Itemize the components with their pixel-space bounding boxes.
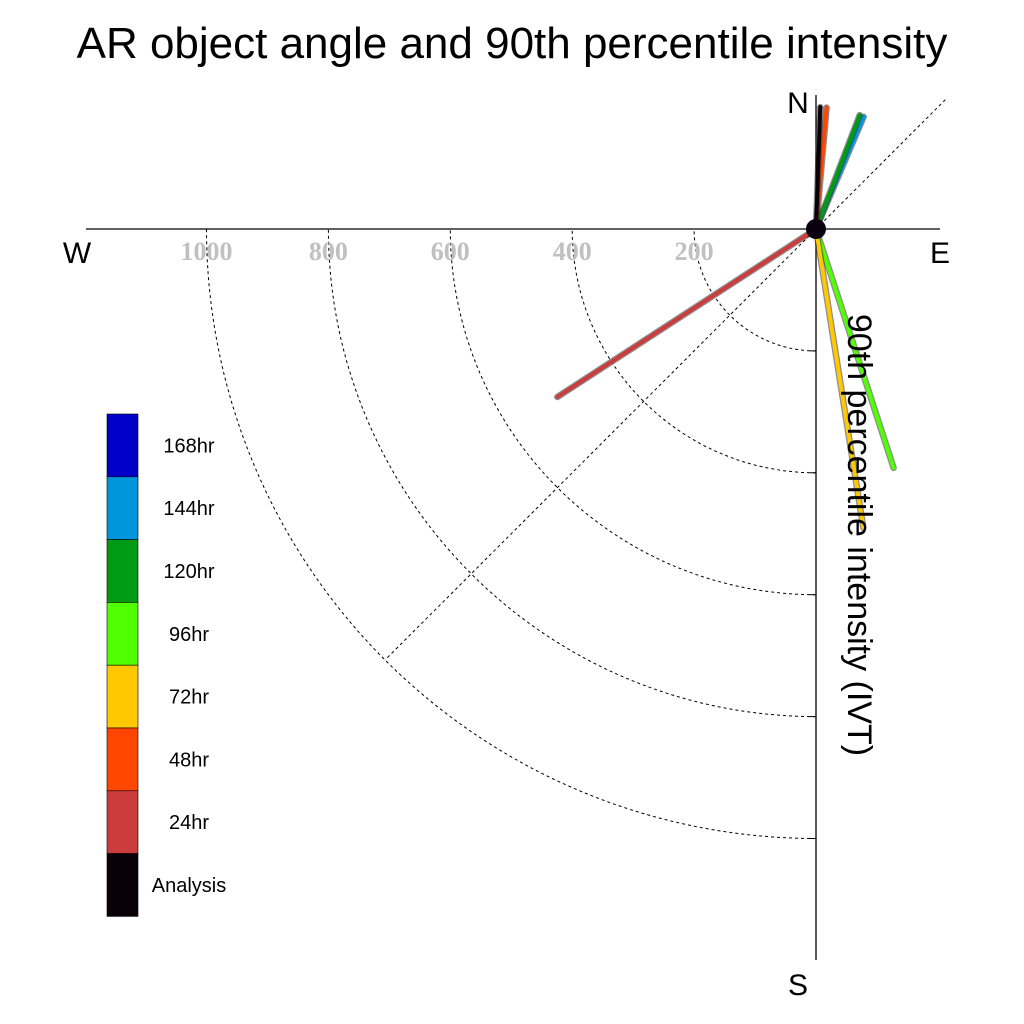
legend-label: 72hr bbox=[169, 687, 209, 709]
vector-72hr bbox=[814, 227, 866, 530]
chart-title: AR object angle and 90th percentile inte… bbox=[77, 19, 948, 68]
grid-ring bbox=[571, 228, 817, 474]
legend-swatch bbox=[106, 539, 139, 603]
origin-marker bbox=[806, 219, 826, 239]
legend-swatch bbox=[106, 476, 139, 540]
axis-label: 90th percentile intensity (IVT) bbox=[840, 314, 878, 756]
legend-swatch bbox=[106, 790, 139, 854]
legend-label: 48hr bbox=[169, 749, 209, 771]
vector-120hr bbox=[814, 113, 862, 231]
radial-tick-label: 400 bbox=[553, 237, 592, 266]
vector-96hr bbox=[814, 227, 896, 470]
radial-tick-label: 200 bbox=[675, 237, 714, 266]
legend-label: 144hr bbox=[163, 498, 214, 520]
legend-swatch bbox=[106, 602, 139, 666]
radial-tick-label: 600 bbox=[431, 237, 470, 266]
direction-north-label: N bbox=[787, 87, 809, 120]
grid-ring bbox=[449, 228, 817, 596]
radial-tick-labels: 200 400 600 1000 800 bbox=[181, 237, 714, 266]
radial-tick-label: 800 bbox=[309, 237, 348, 266]
direction-west-label: W bbox=[63, 237, 92, 270]
legend-label: 120hr bbox=[163, 561, 214, 583]
legend-label: 168hr bbox=[163, 435, 214, 457]
legend-label: 96hr bbox=[169, 624, 209, 646]
grid bbox=[206, 99, 946, 839]
legend: 168hr 144hr 120hr 96hr 72hr 48hr 24hr Analysis bbox=[106, 413, 226, 917]
legend-label: Analysis bbox=[152, 875, 226, 897]
legend-swatch bbox=[106, 727, 139, 792]
direction-east-label: E bbox=[930, 237, 950, 270]
grid-diagonal bbox=[384, 99, 946, 661]
grid-ring bbox=[206, 228, 817, 839]
vector-series bbox=[554, 103, 897, 531]
vector-analysis bbox=[814, 105, 823, 231]
radial-tick-label: 1000 bbox=[181, 237, 233, 266]
legend-swatch bbox=[106, 413, 139, 478]
direction-south-label: S bbox=[788, 969, 808, 1002]
legend-label: 24hr bbox=[169, 812, 209, 834]
vector-24hr bbox=[555, 227, 818, 399]
legend-swatch bbox=[106, 853, 139, 917]
grid-ring bbox=[693, 228, 817, 352]
grid-ring bbox=[327, 228, 817, 718]
legend-swatch bbox=[106, 664, 139, 729]
